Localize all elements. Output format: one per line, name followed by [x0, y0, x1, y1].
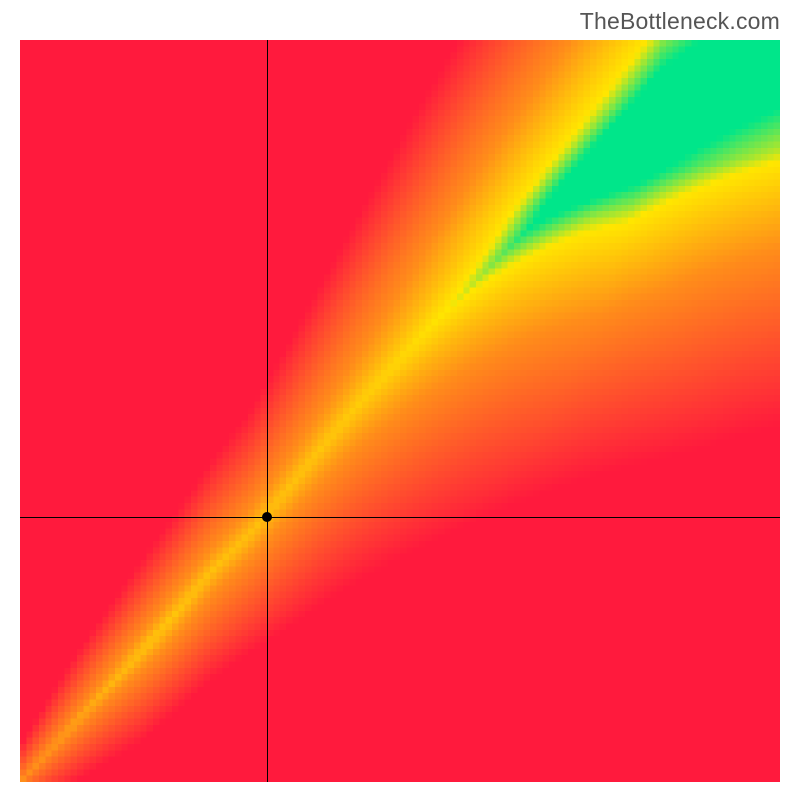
- crosshair-point: [262, 512, 272, 522]
- crosshair-vertical: [267, 40, 268, 782]
- heatmap-frame: [20, 40, 780, 782]
- heatmap-canvas: [20, 40, 780, 782]
- chart-container: { "watermark_text": "TheBottleneck.com",…: [0, 0, 800, 800]
- crosshair-horizontal: [20, 517, 780, 518]
- watermark-text: TheBottleneck.com: [580, 8, 780, 35]
